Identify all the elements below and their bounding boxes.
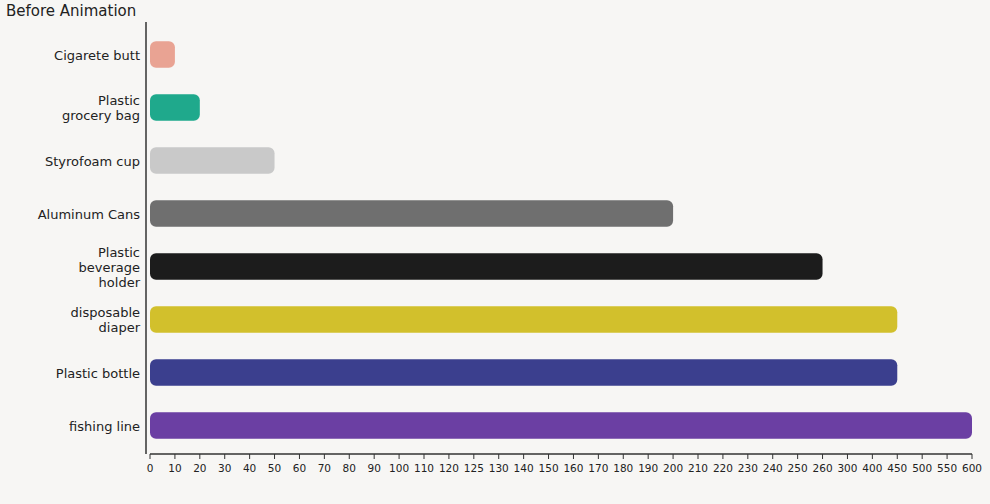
x-tick-label: 190 [638, 462, 658, 474]
x-tick-label: 10 [168, 462, 181, 474]
x-tick-label: 60 [293, 462, 306, 474]
x-tick-label: 170 [588, 462, 608, 474]
x-tick-label: 0 [147, 462, 154, 474]
x-tick [374, 454, 375, 459]
x-tick-label: 140 [514, 462, 534, 474]
x-tick-label: 120 [439, 462, 459, 474]
x-tick-label: 220 [713, 462, 733, 474]
x-tick [174, 454, 175, 459]
category-label: Plastic bottle [56, 366, 140, 381]
x-tick [548, 454, 549, 459]
x-tick [648, 454, 649, 459]
x-tick [349, 454, 350, 459]
x-tick [424, 454, 425, 459]
bar [150, 147, 275, 174]
x-tick [299, 454, 300, 459]
x-tick [598, 454, 599, 459]
x-tick [324, 454, 325, 459]
bar [150, 412, 972, 439]
x-tick-label: 240 [763, 462, 783, 474]
bar [150, 41, 175, 68]
chart-svg: Before Animation Cigarete butt Plasticgroc… [0, 0, 990, 504]
bar [150, 359, 897, 386]
bars [150, 41, 972, 439]
x-tick-label: 90 [367, 462, 380, 474]
x-tick [473, 454, 474, 459]
x-tick [199, 454, 200, 459]
x-tick-label: 150 [539, 462, 559, 474]
x-tick [822, 454, 823, 459]
x-tick [249, 454, 250, 459]
x-tick [224, 454, 225, 459]
chart-container: Before Animation Cigarete butt Plasticgroc… [0, 0, 990, 504]
x-tick-label: 400 [862, 462, 882, 474]
x-tick-label: 80 [343, 462, 356, 474]
x-tick-label: 260 [813, 462, 833, 474]
x-tick [523, 454, 524, 459]
category-label: disposablediaper [71, 305, 141, 335]
x-tick [922, 454, 923, 459]
x-tick [772, 454, 773, 459]
x-tick [897, 454, 898, 459]
x-tick-label: 600 [962, 462, 982, 474]
category-label: Plasticbeverageholder [78, 245, 140, 290]
y-axis [145, 22, 147, 454]
x-tick [573, 454, 574, 459]
x-tick [150, 454, 151, 459]
x-tick-label: 180 [613, 462, 633, 474]
bar [150, 200, 673, 227]
x-tick [399, 454, 400, 459]
x-tick-label: 500 [912, 462, 932, 474]
x-tick-label: 300 [837, 462, 857, 474]
x-tick [972, 454, 973, 459]
x-tick-label: 40 [243, 462, 256, 474]
x-tick-label: 100 [389, 462, 409, 474]
x-tick [847, 454, 848, 459]
x-tick-label: 160 [563, 462, 583, 474]
x-tick-label: 200 [663, 462, 683, 474]
x-tick-label: 110 [414, 462, 434, 474]
x-tick [498, 454, 499, 459]
category-label: Plasticgrocery bag [62, 93, 140, 123]
x-tick [947, 454, 948, 459]
x-tick-label: 125 [464, 462, 484, 474]
bar [150, 253, 823, 280]
x-tick-label: 450 [887, 462, 907, 474]
x-tick-label: 130 [489, 462, 509, 474]
x-tick [722, 454, 723, 459]
x-tick [797, 454, 798, 459]
x-tick-label: 50 [268, 462, 281, 474]
category-label: fishing line [69, 419, 140, 434]
x-tick-label: 30 [218, 462, 231, 474]
x-tick-label: 210 [688, 462, 708, 474]
x-tick [448, 454, 449, 459]
x-tick-label: 550 [937, 462, 957, 474]
bar [150, 94, 200, 121]
x-tick [623, 454, 624, 459]
x-tick [747, 454, 748, 459]
x-tick [698, 454, 699, 459]
x-tick-label: 20 [193, 462, 206, 474]
x-tick-label: 230 [738, 462, 758, 474]
x-tick [872, 454, 873, 459]
x-tick [274, 454, 275, 459]
title: Before Animation [6, 2, 136, 20]
category-label: Aluminum Cans [38, 207, 141, 222]
x-tick-label: 70 [318, 462, 331, 474]
x-axis [150, 453, 972, 455]
category-label: Cigarete butt [54, 48, 140, 63]
x-tick [673, 454, 674, 459]
category-label: Styrofoam cup [45, 154, 140, 169]
x-tick-label: 250 [788, 462, 808, 474]
bar [150, 306, 897, 333]
